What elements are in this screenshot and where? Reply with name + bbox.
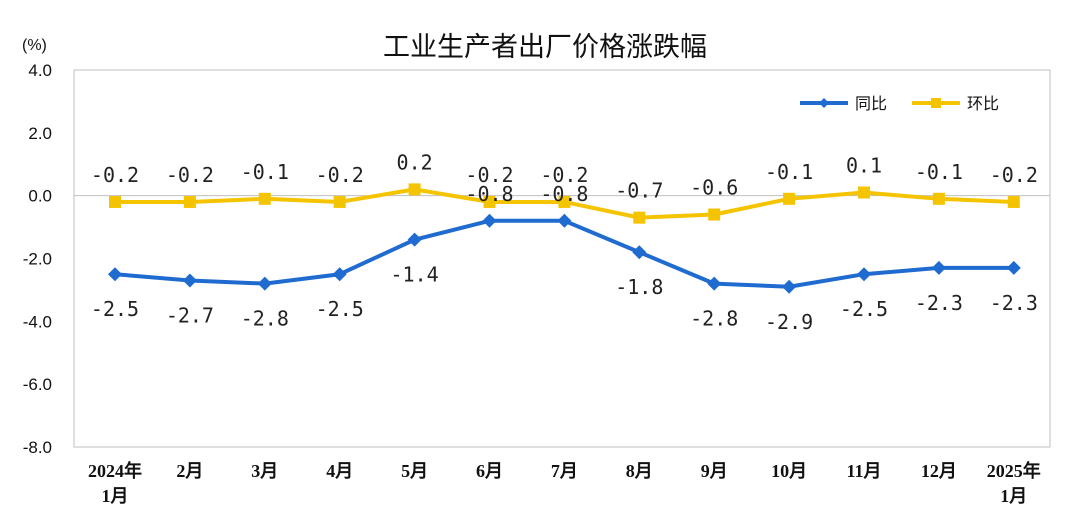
data-point-marker — [108, 267, 122, 282]
data-point-marker — [332, 267, 347, 282]
data-label: 0.1 — [846, 154, 882, 178]
data-point-marker — [707, 276, 722, 291]
series-0 — [108, 213, 1021, 294]
x-tick-label: 2025年 — [987, 460, 1041, 481]
legend: 同比 环比 — [800, 94, 999, 113]
data-point-marker — [632, 245, 647, 260]
data-point-marker — [931, 260, 946, 275]
legend-marker — [931, 98, 941, 108]
data-point-marker — [408, 183, 421, 196]
data-label: 0.2 — [397, 150, 433, 174]
x-tick-label: 12月 — [921, 461, 957, 481]
x-tick-label: 2月 — [176, 461, 203, 481]
series-line — [113, 218, 1016, 289]
x-tick-label: 1月 — [102, 486, 129, 506]
data-point-marker — [1007, 195, 1020, 208]
data-point-marker — [557, 213, 572, 228]
data-point-marker — [558, 195, 571, 208]
legend-item: 同比 — [800, 94, 887, 113]
data-label: -0.7 — [615, 179, 663, 203]
x-tick-label: 10月 — [771, 461, 807, 481]
data-label: -0.6 — [690, 176, 738, 200]
data-label: -2.5 — [316, 297, 364, 321]
data-point-marker — [482, 213, 497, 228]
data-label: -2.7 — [166, 303, 214, 327]
data-label: -0.2 — [540, 163, 588, 187]
series-group — [108, 183, 1021, 294]
x-tick-label: 11月 — [846, 461, 881, 481]
x-tick-label: 4月 — [326, 461, 353, 481]
legend-marker — [819, 98, 829, 108]
x-tick-label: 5月 — [401, 461, 428, 481]
data-label: -2.3 — [990, 291, 1038, 315]
axes: 4.0 2.0 0.0 -2.0 -4.0 -6.0 -8.0 2024年 1月 2月 3月 4月 5月… — [23, 61, 1050, 506]
data-point-marker — [858, 186, 870, 199]
data-point-marker — [407, 232, 422, 247]
data-point-marker — [783, 192, 796, 205]
data-point-marker — [183, 195, 196, 208]
data-label: -0.2 — [316, 163, 364, 187]
data-point-marker — [782, 279, 797, 294]
data-label: -2.8 — [241, 307, 289, 331]
data-label: -0.1 — [915, 160, 963, 184]
legend-item: 环比 — [912, 94, 999, 113]
data-point-marker — [257, 276, 272, 291]
data-label: -0.1 — [765, 160, 813, 184]
data-label: -0.2 — [91, 163, 139, 187]
data-point-marker — [1006, 260, 1021, 275]
data-point-marker — [708, 208, 721, 221]
y-tick-label: 0.0 — [28, 187, 52, 206]
plot-area — [73, 69, 1051, 448]
y-tick-label: -6.0 — [23, 375, 52, 394]
data-label: -2.5 — [91, 297, 139, 321]
data-label: -2.8 — [690, 307, 738, 331]
x-tick-label: 8月 — [626, 461, 653, 481]
data-label: -0.1 — [241, 160, 289, 184]
legend-label: 同比 — [855, 94, 887, 113]
data-point-marker — [333, 195, 346, 208]
chart-title: 工业生产者出厂价格涨跌幅 — [383, 32, 707, 63]
data-label: -1.4 — [391, 263, 439, 287]
x-tick-label: 1月 — [1000, 486, 1027, 506]
x-tick-label: 6月 — [476, 461, 503, 481]
data-label: -0.2 — [990, 163, 1038, 187]
y-tick-label: 2.0 — [28, 124, 52, 143]
data-point-marker — [258, 192, 271, 205]
data-label: -0.8 — [540, 182, 588, 206]
data-labels: -0.2 -0.2 -0.1 -0.2 0.2 -0.2 -0.2 -0.7 -0.6 -0.1 0… — [91, 150, 1038, 333]
x-tick-label: 7月 — [551, 461, 578, 481]
legend-label: 环比 — [967, 94, 999, 113]
x-tick-label: 9月 — [701, 461, 728, 481]
y-axis-unit-label: (%) — [22, 37, 47, 54]
data-point-marker — [109, 195, 121, 208]
x-tick-label: 2024年 — [88, 460, 142, 481]
data-point-marker — [932, 192, 945, 205]
series-1 — [109, 183, 1020, 224]
data-label: -2.9 — [765, 310, 813, 334]
data-label: -2.3 — [915, 291, 963, 315]
y-tick-label: -8.0 — [23, 438, 52, 457]
data-label: -1.8 — [615, 275, 663, 299]
x-tick-label: 3月 — [251, 461, 278, 481]
y-tick-label: 4.0 — [28, 61, 52, 80]
data-label: -0.8 — [465, 182, 513, 206]
y-tick-label: -4.0 — [23, 312, 52, 331]
data-point-marker — [633, 211, 646, 224]
data-point-marker — [857, 267, 871, 282]
data-label: -2.5 — [840, 297, 888, 321]
data-point-marker — [483, 195, 496, 208]
data-label: -0.2 — [465, 163, 513, 187]
data-label: -0.2 — [166, 163, 214, 187]
y-tick-label: -2.0 — [23, 250, 52, 269]
data-point-marker — [182, 273, 197, 288]
